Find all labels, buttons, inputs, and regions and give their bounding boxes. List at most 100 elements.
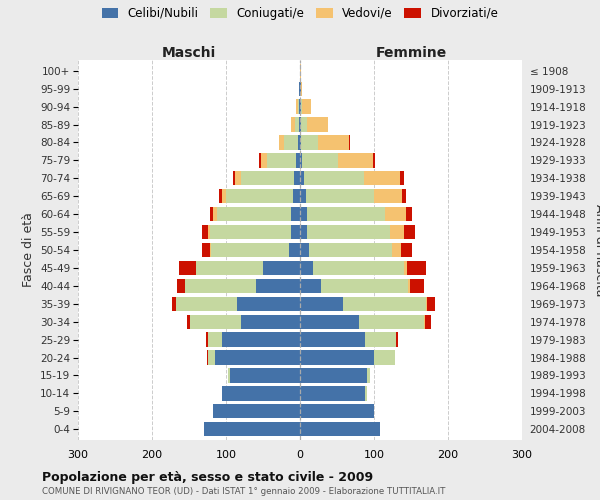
Bar (208, 350, 215, 364)
Bar (300, 404, 374, 418)
Bar (349, 136, 350, 149)
Bar (410, 278, 424, 293)
Bar (237, 296, 300, 311)
Bar (284, 136, 298, 149)
Bar (343, 296, 426, 311)
Bar (202, 243, 210, 257)
Bar (299, 82, 300, 96)
Bar (406, 207, 412, 222)
Bar (210, 225, 291, 239)
Bar (402, 189, 406, 204)
Bar (187, 314, 190, 329)
Bar (300, 261, 313, 275)
Bar (392, 243, 401, 257)
Bar (222, 332, 300, 347)
Bar (307, 207, 385, 222)
Bar (300, 225, 307, 239)
Bar (300, 368, 367, 382)
Bar (390, 225, 404, 239)
Bar (396, 332, 398, 347)
Bar (211, 243, 289, 257)
Bar (300, 153, 302, 168)
Y-axis label: Anni di nascita: Anni di nascita (593, 204, 600, 296)
Bar (261, 153, 266, 168)
Bar (259, 153, 261, 168)
Bar (300, 350, 374, 364)
Bar (218, 189, 222, 204)
Bar (302, 153, 338, 168)
Bar (300, 296, 343, 311)
Bar (365, 332, 396, 347)
Bar (300, 243, 309, 257)
Bar (301, 82, 302, 96)
Bar (295, 118, 299, 132)
Bar (401, 243, 412, 257)
Bar (321, 278, 408, 293)
Bar (291, 207, 300, 222)
Bar (427, 296, 434, 311)
Text: Femmine: Femmine (376, 46, 446, 60)
Bar (338, 153, 373, 168)
Bar (298, 100, 299, 114)
Bar (202, 225, 208, 239)
Bar (302, 100, 311, 114)
Bar (177, 278, 185, 293)
Bar (300, 332, 365, 347)
Bar (299, 118, 300, 132)
Bar (289, 243, 300, 257)
Bar (296, 100, 298, 114)
Bar (373, 153, 375, 168)
Bar (407, 261, 426, 275)
Bar (306, 189, 374, 204)
Bar (293, 189, 300, 204)
Bar (304, 171, 364, 186)
Bar (207, 350, 208, 364)
Bar (307, 118, 328, 132)
Bar (300, 422, 380, 436)
Bar (425, 314, 431, 329)
Bar (210, 243, 211, 257)
Bar (300, 189, 306, 204)
Bar (294, 171, 300, 186)
Bar (278, 136, 284, 149)
Legend: Celibi/Nubili, Coniugati/e, Vedovi/e, Divorziati/e: Celibi/Nubili, Coniugati/e, Vedovi/e, Di… (98, 4, 502, 24)
Bar (296, 153, 300, 168)
Bar (185, 278, 256, 293)
Bar (404, 261, 407, 275)
Bar (307, 225, 390, 239)
Bar (263, 261, 300, 275)
Bar (266, 153, 296, 168)
Bar (300, 171, 304, 186)
Bar (256, 278, 300, 293)
Bar (206, 332, 208, 347)
Bar (208, 332, 222, 347)
Bar (196, 261, 263, 275)
Bar (400, 171, 404, 186)
Bar (300, 100, 301, 114)
Bar (318, 136, 349, 149)
Bar (208, 225, 210, 239)
Bar (404, 225, 415, 239)
Bar (301, 136, 318, 149)
Text: Maschi: Maschi (162, 46, 216, 60)
Bar (241, 314, 300, 329)
Bar (364, 171, 400, 186)
Bar (223, 189, 226, 204)
Bar (300, 278, 321, 293)
Bar (241, 171, 294, 186)
Bar (217, 207, 291, 222)
Bar (226, 189, 293, 204)
Text: Popolazione per età, sesso e stato civile - 2009: Popolazione per età, sesso e stato civil… (42, 471, 373, 484)
Bar (313, 261, 404, 275)
Bar (221, 386, 222, 400)
Bar (210, 207, 214, 222)
Bar (300, 386, 365, 400)
Bar (385, 207, 406, 222)
Bar (374, 350, 395, 364)
Bar (235, 171, 241, 186)
Bar (204, 422, 300, 436)
Bar (230, 368, 300, 382)
Y-axis label: Fasce di età: Fasce di età (22, 212, 35, 288)
Bar (222, 386, 300, 400)
Bar (214, 207, 217, 222)
